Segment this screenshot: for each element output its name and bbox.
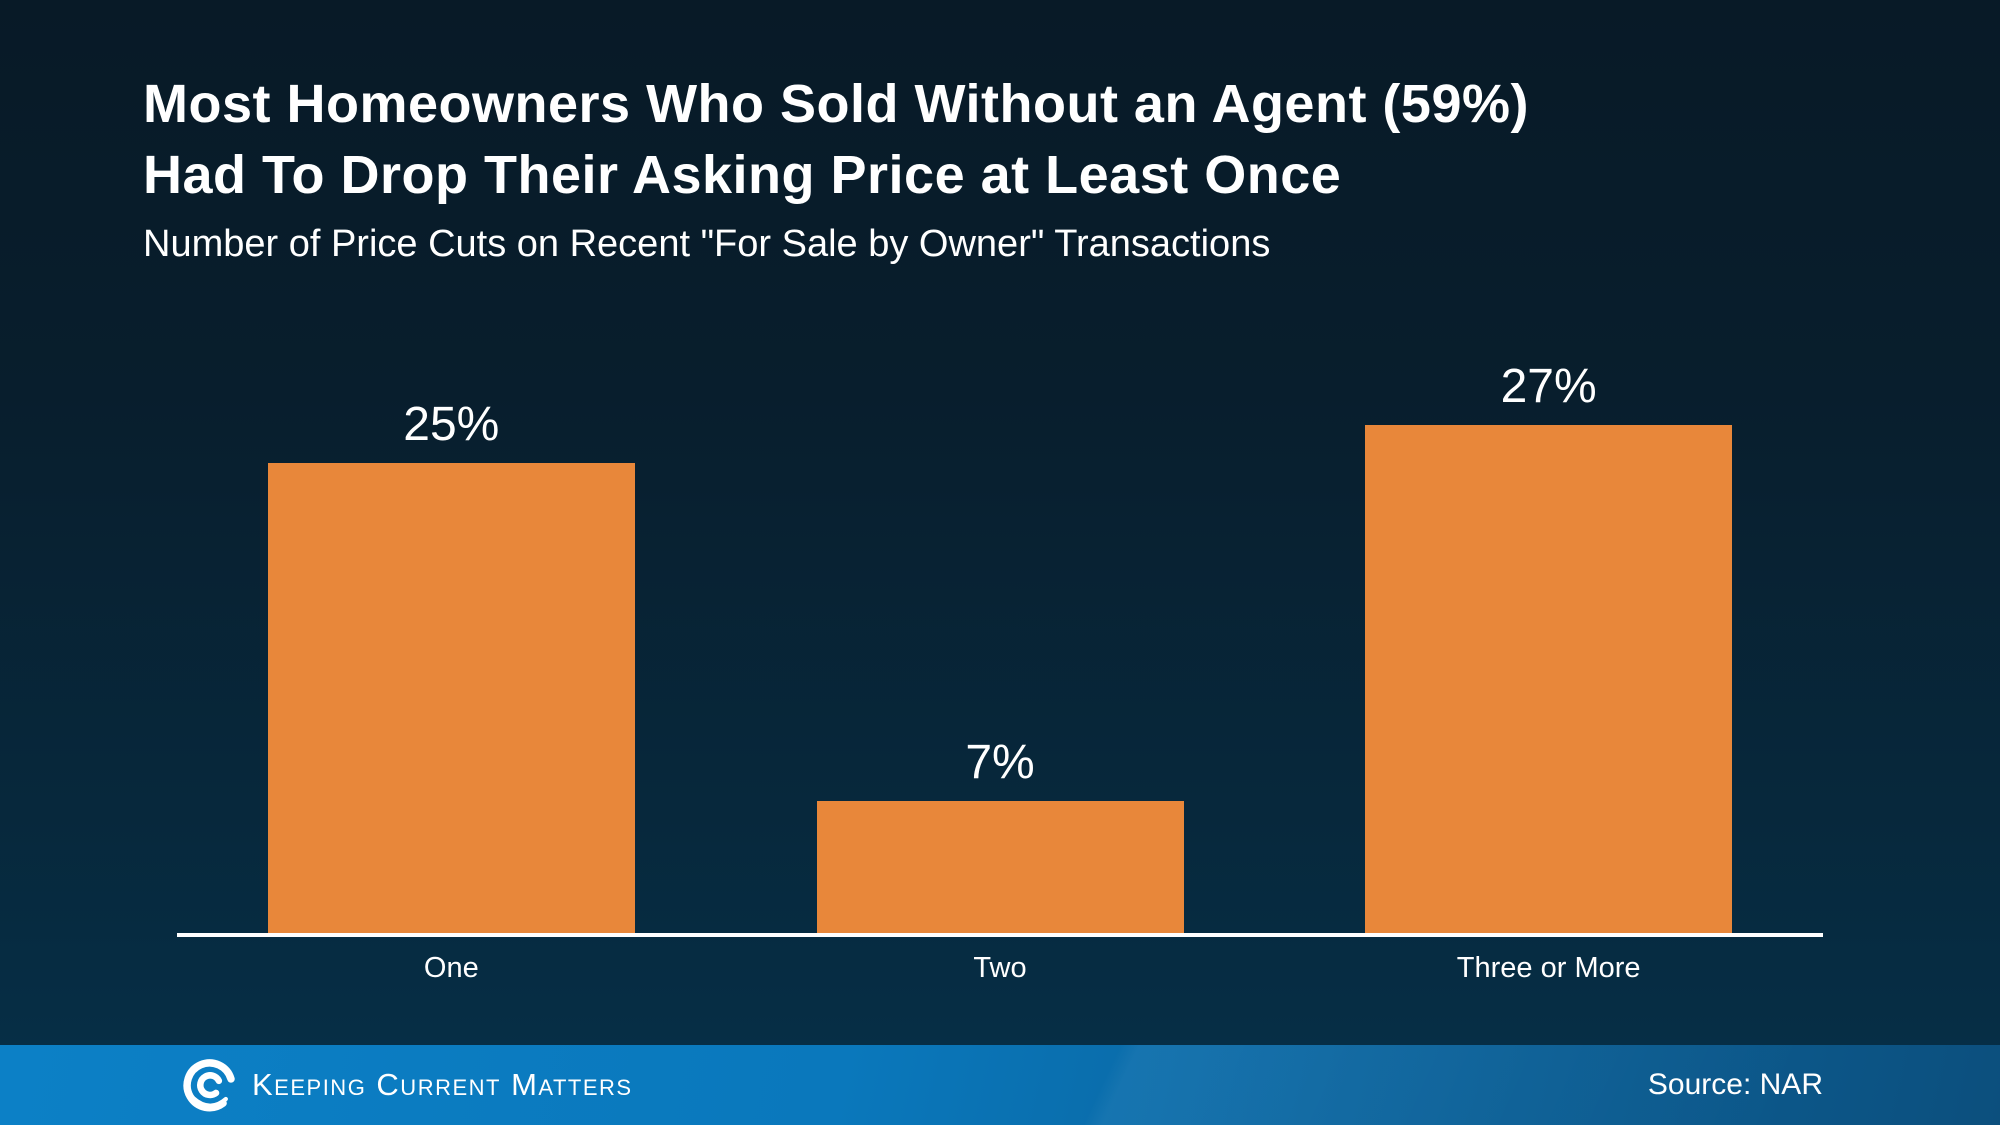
x-axis-tick-label: One [423,952,479,984]
chart-title-line1: Most Homeowners Who Sold Without an Agen… [143,74,1529,134]
bar-value-label: 25% [403,398,500,451]
x-axis-tick-label: Two [973,952,1027,984]
x-axis-tick-label: Three or More [1456,952,1641,984]
footer-bar: Keeping Current Matters Source: NAR [0,1045,2000,1125]
bar-three-or-more [1365,425,1733,933]
source-label: Source: NAR [1647,1068,1823,1101]
brand: Keeping Current Matters [182,1045,633,1125]
bar-one [267,463,635,933]
bar-two [816,801,1184,933]
x-axis-line [177,933,1823,937]
chart-title-line2: Had To Drop Their Asking Price at Least … [143,145,1342,205]
chart-title: Most Homeowners Who Sold Without an Agen… [143,69,1529,211]
brand-name: Keeping Current Matters [252,1067,633,1102]
bar-value-label: 7% [965,736,1035,789]
kcm-spiral-logo-icon [183,1059,235,1112]
bar-value-label: 27% [1500,360,1597,413]
chart-subtitle: Number of Price Cuts on Recent "For Sale… [143,223,1271,265]
